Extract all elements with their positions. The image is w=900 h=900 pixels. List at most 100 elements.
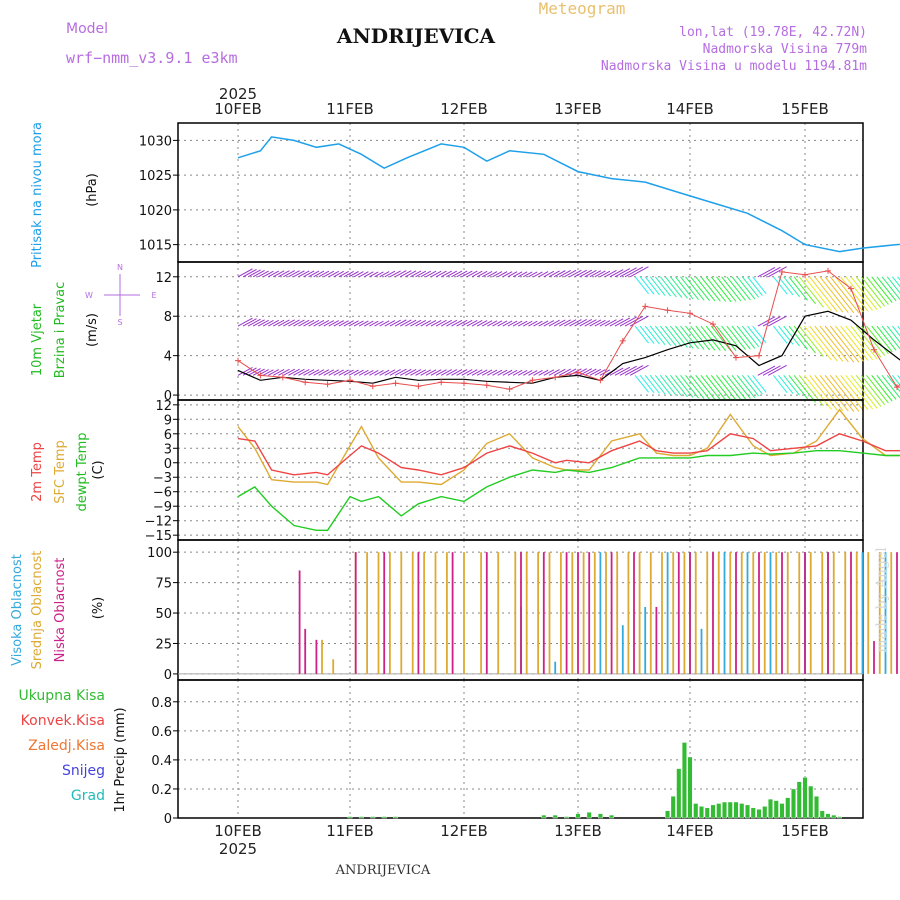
wind-barb [824,325,855,363]
wind-barb [394,368,407,376]
wind-barb [328,320,340,327]
wind-barb [288,270,300,278]
precip-bar [727,801,733,819]
wind-barb [649,325,666,346]
wind-barb [824,276,855,314]
wind-barb [871,325,893,353]
wind-barb [333,270,344,278]
precip-bar [762,806,768,819]
watermark-signature: made by Angel [874,547,890,653]
wind-barb [497,320,508,327]
wind-barb [695,325,716,351]
temperature-ytick-label: 12 [155,399,172,414]
wind-barb [814,325,844,362]
wind-barb [242,318,257,327]
wind-barb [343,320,354,327]
wind-barb [379,369,390,376]
wind-barb [664,375,683,397]
wind-barb [318,320,330,327]
wind-barb [399,319,412,327]
wind-barb [835,325,864,362]
wind-gust-marker [506,386,513,393]
wind-barb [446,270,458,278]
wind-barb [512,271,523,278]
wind-barb [604,270,617,278]
wind-barb [659,325,677,347]
wind-barb [358,369,369,376]
wind-gust-marker [687,310,693,317]
precip-ytick-label: 0.2 [151,783,172,798]
wind-gust-marker [871,346,877,353]
wind-barb [783,375,800,396]
wind-barb [476,320,488,327]
top-day-label: 11FEB [326,100,373,118]
wind-barb [328,369,340,376]
wind-barb [736,375,756,398]
wind-barb [374,320,384,327]
wind-barb [237,317,253,327]
wind-barb [876,375,897,400]
compass-n: N [117,263,123,272]
wind-barb [721,375,742,400]
wind-barb [348,320,359,327]
temperature-ytick-label: 3 [164,442,172,457]
elevation-label: Nadmorska Visina 779m [703,42,868,57]
wind-barb [855,276,882,309]
wind-barb [318,369,330,376]
wind-barb [482,270,493,278]
wind-barb [262,270,274,278]
wind-barb [482,369,493,376]
precip-bar [552,814,558,819]
wind-barb [634,325,649,344]
wind-barb [741,375,760,397]
wind-barb [303,369,315,376]
cloud-ytick-label: 50 [155,607,172,622]
wind-barb [502,271,513,278]
wind-barb [747,325,763,346]
wind-barb [273,368,285,376]
wind-barb [273,319,285,327]
top-day-label: 12FEB [440,100,487,118]
wind-barb [558,368,571,376]
precip-bar [393,816,399,819]
wind-gust-marker [642,303,649,310]
wind-barb [716,276,737,302]
wind-barb [814,276,844,313]
wind-barb [384,369,396,376]
wind-barb [829,325,860,363]
wind-barb [364,320,374,327]
wind-barb [793,276,816,305]
compass-w: W [85,291,93,300]
wind-barb [700,325,721,351]
wind-barb [624,365,644,376]
wind-barb [721,276,742,302]
wind-barb [680,325,699,350]
wind-barb [629,364,649,376]
wind-gust-marker [235,357,241,364]
wind-barb [783,325,800,347]
wind-barb [741,276,760,298]
meteogram-subtitle: Meteogram [539,0,626,18]
wind-barb [809,325,838,362]
precip-bar [814,796,819,819]
wind-barb [860,375,886,406]
wind-barb [804,325,832,361]
wind-barb [507,271,518,278]
wind-barb [461,270,473,278]
wind-barb [659,276,677,298]
cloud-ytick-label: 75 [155,577,172,592]
wind-barb [710,325,732,352]
precip-bar [370,816,376,819]
wind-barb [829,375,860,412]
temperature-ytick-label: −9 [153,500,172,515]
wind-barb [604,319,617,327]
wind-barb [778,276,794,296]
cloud-ytick-label: 100 [147,546,172,561]
wind-gust-marker [756,352,762,359]
legend-konvek-kisa: Konvek.Kisa [21,713,105,729]
wind-barb [589,270,602,278]
wind-barb [892,325,900,337]
wind-barb [288,319,300,327]
wind-barb [548,319,560,327]
